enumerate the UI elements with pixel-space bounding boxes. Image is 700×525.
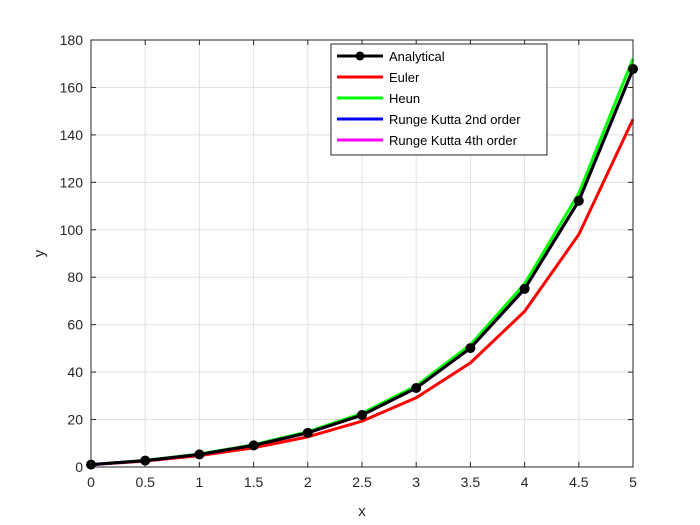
y-tick-label: 60 bbox=[67, 317, 83, 333]
data-point-analytical bbox=[519, 283, 530, 294]
x-tick-label: 3 bbox=[412, 474, 420, 490]
x-tick-label: 0 bbox=[87, 474, 95, 490]
legend-label-runge-kutta-4th-order: Runge Kutta 4th order bbox=[389, 133, 518, 148]
y-axis-label: y bbox=[31, 249, 48, 257]
legend-label-runge-kutta-2nd-order: Runge Kutta 2nd order bbox=[389, 112, 521, 127]
y-tick-label: 0 bbox=[75, 459, 83, 475]
x-tick-label: 3.5 bbox=[461, 474, 481, 490]
y-tick-label: 160 bbox=[60, 79, 84, 95]
x-tick-label: 0.5 bbox=[135, 474, 155, 490]
y-tick-label: 120 bbox=[60, 174, 84, 190]
data-point-analytical bbox=[194, 449, 205, 460]
data-point-analytical bbox=[573, 195, 584, 206]
axis-ticks: 0 0.5 1 1.5 2 2.5 3 3.5 4 4.5 5 0 20 40 60 80 100 120 140 1… bbox=[60, 32, 637, 490]
y-tick-label: 40 bbox=[67, 364, 83, 380]
data-point-analytical bbox=[411, 383, 422, 394]
data-point-analytical bbox=[248, 440, 259, 451]
x-tick-label: 5 bbox=[629, 474, 637, 490]
x-axis-label: x bbox=[358, 503, 366, 520]
legend-marker-analytical bbox=[355, 51, 365, 61]
x-tick-label: 4 bbox=[521, 474, 529, 490]
legend: Analytical Euler Heun Runge Kutta 2nd order… bbox=[330, 43, 548, 156]
x-tick-label: 4.5 bbox=[569, 474, 589, 490]
y-tick-label: 140 bbox=[60, 127, 84, 143]
x-tick-label: 1.5 bbox=[244, 474, 264, 490]
x-tick-label: 1 bbox=[196, 474, 204, 490]
series-group bbox=[86, 58, 638, 470]
x-tick-label: 2.5 bbox=[352, 474, 372, 490]
legend-label-heun: Heun bbox=[389, 91, 420, 106]
data-point-analytical bbox=[357, 410, 367, 421]
legend-label-euler: Euler bbox=[389, 70, 420, 85]
y-tick-label: 180 bbox=[60, 32, 84, 48]
legend-label-analytical: Analytical bbox=[389, 49, 445, 64]
y-tick-label: 80 bbox=[67, 269, 83, 285]
y-tick-label: 100 bbox=[60, 222, 84, 238]
y-tick-label: 20 bbox=[67, 412, 83, 428]
data-point-analytical bbox=[465, 343, 476, 354]
data-point-analytical bbox=[302, 427, 313, 438]
x-tick-label: 2 bbox=[304, 474, 312, 490]
